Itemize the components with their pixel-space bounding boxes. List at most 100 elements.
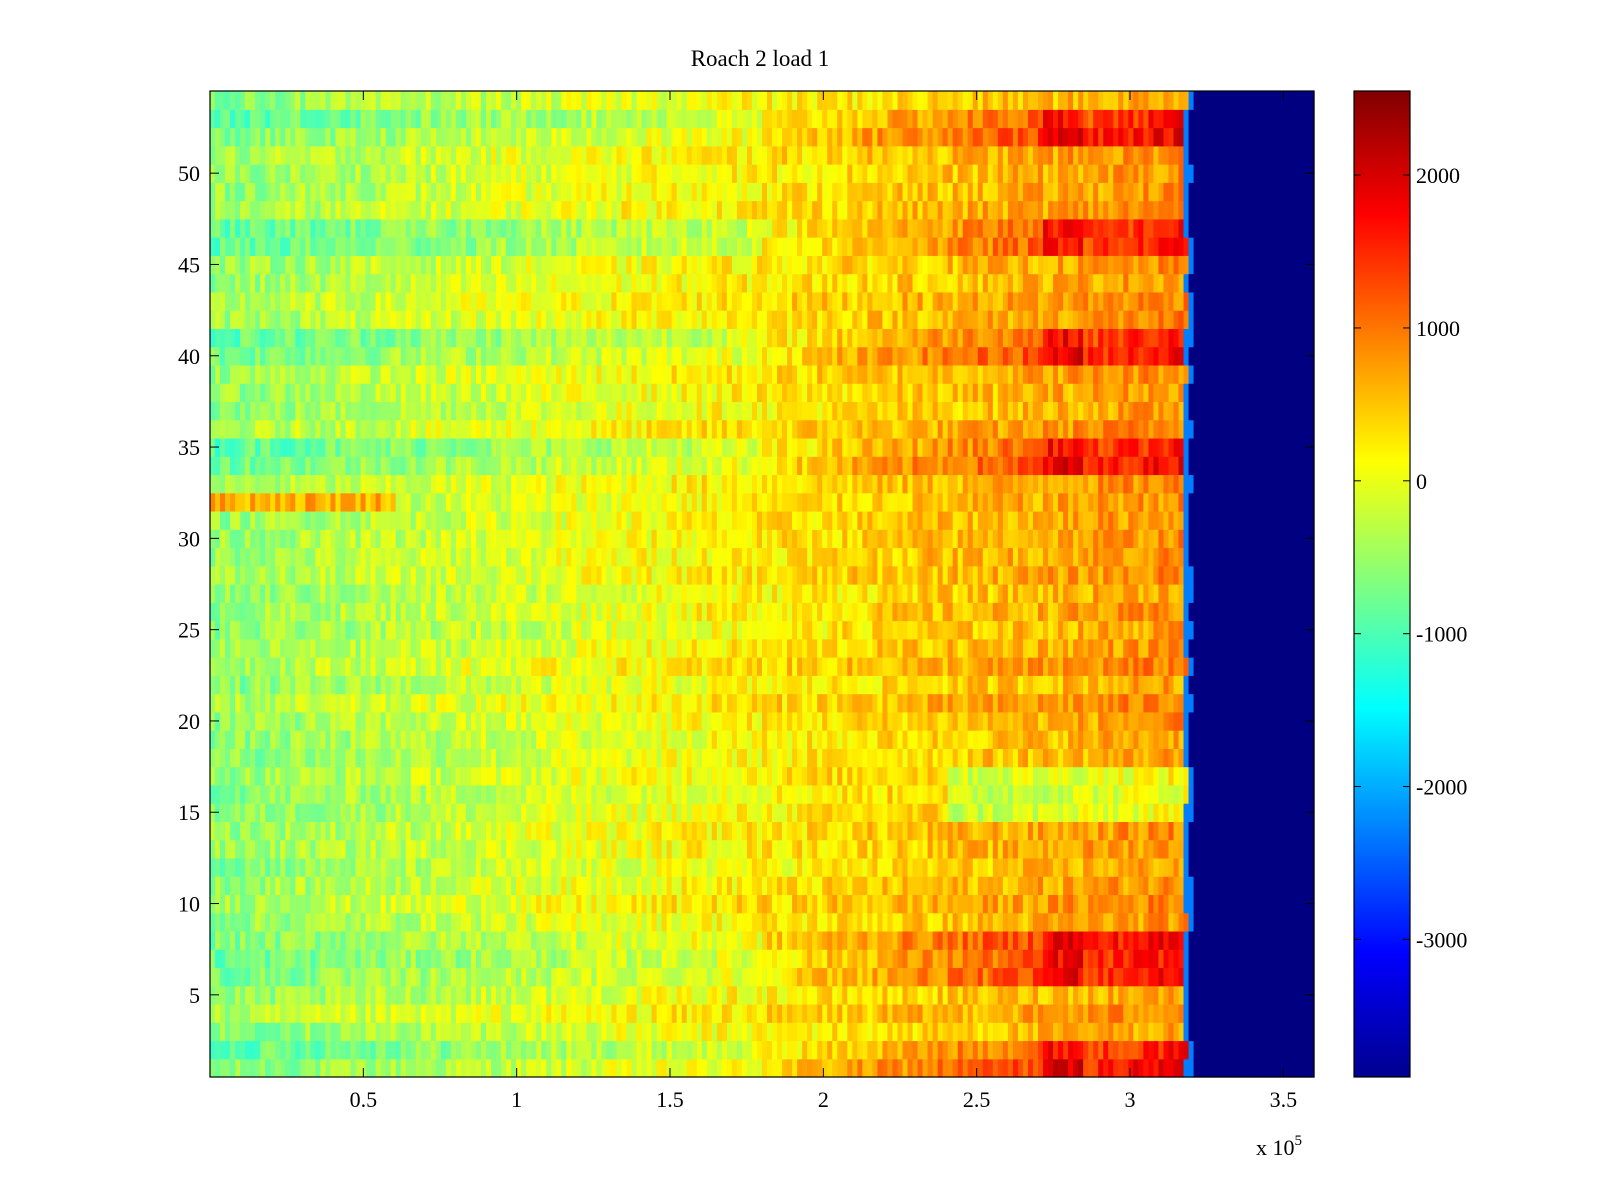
heatmap-cell — [260, 1003, 266, 1023]
heatmap-cell — [280, 675, 286, 695]
heatmap-cell — [1253, 821, 1260, 841]
heatmap-cell — [1123, 857, 1129, 877]
heatmap-cell — [892, 675, 899, 695]
heatmap-cell — [1078, 1022, 1084, 1042]
heatmap-cell — [1143, 675, 1149, 695]
heatmap-cell — [325, 675, 332, 695]
heatmap-cell — [290, 930, 296, 950]
heatmap-cell — [220, 912, 226, 932]
heatmap-cell — [546, 930, 552, 950]
heatmap-cell — [817, 949, 823, 969]
heatmap-cell — [967, 912, 974, 932]
heatmap-cell — [486, 894, 492, 914]
heatmap-cell — [671, 1040, 678, 1060]
heatmap-cell — [1078, 821, 1084, 841]
heatmap-cell — [932, 1022, 939, 1042]
heatmap-cell — [696, 748, 703, 768]
heatmap-cell — [395, 949, 402, 969]
heatmap-cell — [1043, 930, 1049, 950]
heatmap-cell — [922, 693, 929, 713]
heatmap-cell — [1098, 1058, 1104, 1078]
heatmap-cell — [1193, 803, 1200, 822]
heatmap-cell — [1138, 949, 1144, 969]
heatmap-cell — [1163, 839, 1170, 859]
heatmap-cell — [310, 1058, 316, 1078]
heatmap-cell — [1133, 1022, 1139, 1042]
heatmap-cell — [992, 803, 999, 822]
heatmap-cell — [987, 1058, 994, 1078]
heatmap-cell — [987, 857, 994, 877]
heatmap-cell — [1058, 748, 1064, 768]
heatmap-cell — [877, 1040, 884, 1060]
heatmap-cell — [475, 1003, 482, 1023]
heatmap-cell — [581, 657, 587, 676]
heatmap-cell — [897, 657, 904, 676]
heatmap-cell — [290, 912, 296, 932]
heatmap-cell — [852, 784, 858, 804]
heatmap-cell — [265, 730, 271, 749]
heatmap-cell — [922, 821, 929, 841]
heatmap-cell — [847, 657, 853, 676]
heatmap-cell — [1043, 949, 1049, 969]
heatmap-cell — [611, 693, 618, 713]
heatmap-cell — [837, 985, 843, 1005]
heatmap-cell — [611, 1022, 618, 1042]
heatmap-cell — [1253, 912, 1260, 932]
heatmap-cell — [516, 657, 522, 676]
heatmap-cell — [927, 912, 934, 932]
heatmap-cell — [1293, 821, 1300, 841]
heatmap-cell — [987, 985, 994, 1005]
heatmap-cell — [1027, 821, 1034, 841]
heatmap-cell — [400, 803, 407, 822]
heatmap-cell — [576, 930, 582, 950]
heatmap-cell — [385, 748, 392, 768]
heatmap-cell — [480, 857, 487, 877]
heatmap-cell — [1213, 876, 1220, 896]
heatmap-cell — [651, 949, 658, 969]
heatmap-cell — [370, 766, 377, 786]
heatmap-cell — [551, 1040, 557, 1060]
heatmap-cell — [571, 967, 577, 987]
heatmap-cell — [1113, 839, 1119, 859]
heatmap-cell — [917, 967, 924, 987]
heatmap-cell — [480, 730, 487, 749]
heatmap-cell — [711, 693, 718, 713]
heatmap-cell — [691, 857, 698, 877]
heatmap-cell — [250, 985, 256, 1005]
heatmap-cell — [596, 748, 603, 768]
heatmap-cell — [440, 1058, 447, 1078]
heatmap-cell — [736, 784, 743, 804]
heatmap-cell — [867, 839, 873, 859]
heatmap-cell — [982, 1022, 989, 1042]
heatmap-cell — [1233, 985, 1240, 1005]
heatmap-cell — [882, 657, 889, 676]
heatmap-cell — [1263, 1040, 1270, 1060]
heatmap-cell — [365, 1003, 372, 1023]
heatmap-cell — [1007, 967, 1014, 987]
heatmap-cell — [1298, 1003, 1305, 1023]
heatmap-cell — [1123, 711, 1129, 731]
heatmap-cell — [651, 693, 658, 713]
heatmap-cell — [1178, 876, 1185, 896]
heatmap-cell — [1113, 711, 1119, 731]
heatmap-cell — [952, 766, 959, 786]
heatmap-cell — [541, 693, 547, 713]
heatmap-cell — [450, 803, 457, 822]
heatmap-cell — [782, 675, 788, 695]
heatmap-cell — [1027, 857, 1034, 877]
heatmap-cell — [285, 657, 291, 676]
heatmap-cell — [601, 876, 608, 896]
heatmap-cell — [982, 912, 989, 932]
heatmap-cell — [777, 748, 783, 768]
heatmap-cell — [380, 657, 387, 676]
heatmap-cell — [1103, 930, 1109, 950]
heatmap-cell — [676, 711, 683, 731]
heatmap-cell — [325, 803, 332, 822]
heatmap-cell — [842, 930, 848, 950]
heatmap-cell — [631, 1003, 638, 1023]
heatmap-cell — [1198, 693, 1205, 713]
heatmap-cell — [1273, 821, 1280, 841]
heatmap-cell — [822, 784, 828, 804]
heatmap-cell — [892, 1022, 899, 1042]
heatmap-cell — [661, 839, 668, 859]
